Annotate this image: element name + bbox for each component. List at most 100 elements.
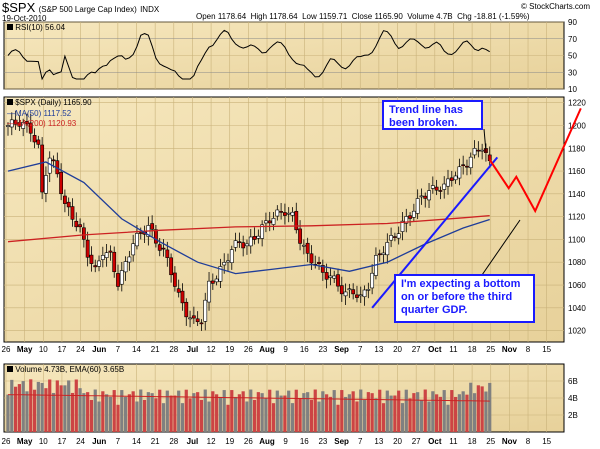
volume-bar xyxy=(423,389,427,432)
volume-ema-line xyxy=(7,394,490,402)
candle-up xyxy=(203,299,208,322)
x-axis-bottom: 26 May 10 17 24 Jun 7 14 21 28 Jul 12 19 26 Aug 9 16 23 Se… xyxy=(2,437,552,446)
volume-bar xyxy=(154,398,158,432)
x-tick-label: 27 xyxy=(412,345,421,354)
price-tick-label: 1160 xyxy=(568,167,586,176)
x-tick-label: Oct xyxy=(428,437,442,446)
x-tick-label: 18 xyxy=(468,437,477,446)
volume-bar xyxy=(347,394,351,432)
volume-bar xyxy=(393,395,397,432)
volume-bar xyxy=(233,396,238,432)
volume-bar xyxy=(40,382,44,432)
volume-bar xyxy=(218,396,223,432)
candle-down xyxy=(108,250,113,253)
high-label: High xyxy=(250,12,268,21)
x-tick-label: 7 xyxy=(358,437,363,446)
candle-down xyxy=(150,223,155,230)
volume-bar xyxy=(340,390,344,432)
close-value: 1165.90 xyxy=(374,12,403,21)
volume-bar xyxy=(450,390,454,432)
volume-bar xyxy=(112,390,116,432)
candle-up xyxy=(260,224,265,239)
candle-up xyxy=(457,166,462,179)
volume-bar xyxy=(97,401,101,432)
candle-up xyxy=(480,149,485,152)
candle-down xyxy=(282,212,287,216)
price-tick-label: 1080 xyxy=(568,258,586,267)
candle-up xyxy=(343,291,348,297)
x-tick-label: 7 xyxy=(358,345,363,354)
candle-up xyxy=(275,209,280,217)
volume-bar xyxy=(226,404,230,432)
candle-down xyxy=(13,119,18,125)
x-tick-label: 16 xyxy=(300,345,309,354)
rsi-line xyxy=(7,29,490,81)
volume-bar xyxy=(158,389,162,432)
volume-bar xyxy=(241,391,245,432)
volume-bar xyxy=(279,395,283,432)
candle-down xyxy=(195,318,200,323)
volume-bar xyxy=(59,385,63,432)
volume-bar xyxy=(435,394,439,432)
close-label: Close xyxy=(351,12,373,21)
candle-up xyxy=(21,122,26,129)
candle-up xyxy=(404,216,409,224)
x-tick-label: Jul xyxy=(187,345,199,354)
candle-up xyxy=(381,252,386,255)
x-tick-label: 25 xyxy=(486,345,495,354)
volume-bar xyxy=(44,388,48,432)
candle-down xyxy=(320,265,325,273)
candle-up xyxy=(97,260,101,267)
price-tick-label: 1120 xyxy=(568,213,586,222)
candle-down xyxy=(40,144,45,193)
volume-bar xyxy=(89,399,94,432)
x-tick-label: 28 xyxy=(169,345,178,354)
candle-up xyxy=(328,275,333,278)
candle-up xyxy=(347,288,352,291)
candle-up xyxy=(44,175,48,194)
volume-bar xyxy=(6,394,10,432)
low-value: 1159.71 xyxy=(318,12,348,21)
candle-up xyxy=(271,218,276,225)
volume-bar xyxy=(173,395,177,432)
x-tick-label: 15 xyxy=(542,345,551,354)
x-tick-label: 7 xyxy=(116,345,121,354)
volume-value: 4.7B xyxy=(436,12,453,21)
candle-up xyxy=(214,278,219,283)
candle-down xyxy=(172,272,177,287)
candle-down xyxy=(184,301,189,318)
volume-bar xyxy=(13,386,18,432)
candle-down xyxy=(51,159,56,162)
bottom-expectation-note: I'm expecting a bottom on or before the … xyxy=(394,274,535,323)
candle-up xyxy=(453,175,458,181)
x-tick-label: 17 xyxy=(57,345,66,354)
candle-down xyxy=(237,241,242,243)
candle-down xyxy=(465,165,469,168)
volume-bar xyxy=(222,390,226,432)
trend-line-note: Trend line has been broken. xyxy=(382,100,483,130)
volume-bar xyxy=(146,392,150,432)
candle-down xyxy=(279,211,284,213)
volume-bar xyxy=(328,396,333,432)
price-tick-label: 1060 xyxy=(568,281,586,290)
candle-down xyxy=(180,290,185,304)
x-tick-label: May xyxy=(17,345,33,354)
volume-bar xyxy=(32,389,37,432)
x-tick-label: 25 xyxy=(486,437,495,446)
candle-down xyxy=(176,288,181,293)
volume-bar xyxy=(17,384,21,432)
candle-down xyxy=(408,215,412,219)
candle-up xyxy=(468,156,473,169)
volume-bar xyxy=(287,390,291,432)
volume-bar xyxy=(351,391,355,432)
candle-down xyxy=(32,135,37,143)
x-tick-label: 19 xyxy=(225,437,234,446)
volume-bar xyxy=(389,395,393,432)
volume-bar xyxy=(63,385,67,432)
volume-bar xyxy=(325,394,329,432)
x-tick-label: May xyxy=(17,437,33,446)
volume-bar xyxy=(321,391,325,432)
x-tick-label: 10 xyxy=(39,437,48,446)
candle-down xyxy=(81,227,86,240)
